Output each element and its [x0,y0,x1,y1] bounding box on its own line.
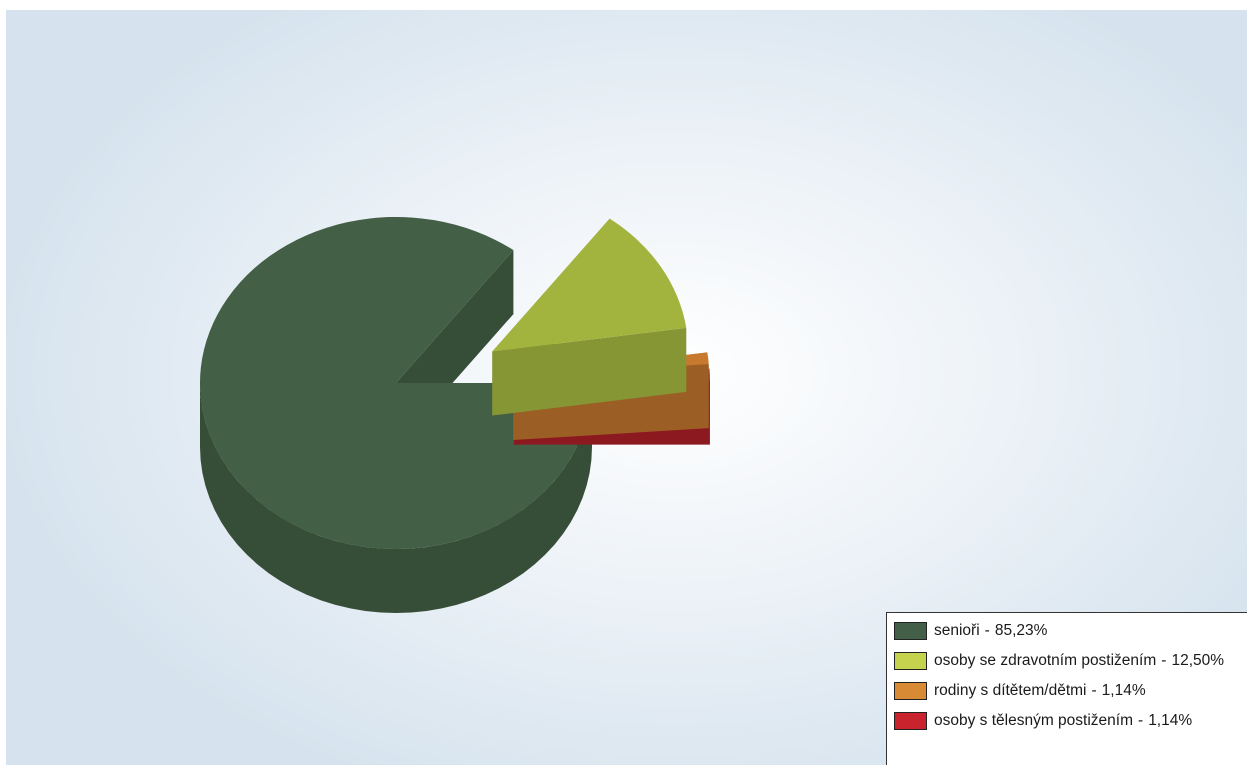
legend-value: 12,50% [1171,652,1225,669]
legend-item-zdravotni-postizeni: osoby se zdravotním postižením -12,50% [887,649,1247,679]
legend-swatch [894,622,927,640]
pie-slice-top [199,216,592,549]
legend-item-seniori: senioři -85,23% [887,619,1247,649]
legend-item-telesne-postizeni: osoby s tělesným postižením -1,14% [887,709,1247,739]
pie-slice-1 [492,218,687,416]
legend-swatch [894,652,927,670]
legend-value: 1,14% [1101,682,1146,699]
legend-label: osoby s tělesným postižením [934,712,1134,729]
pie-slice-wall [492,327,687,416]
legend-swatch [894,682,927,700]
pie-chart [199,216,710,613]
legend-label: senioři [934,622,980,639]
legend-item-rodiny-s-detmi: rodiny s dítětem/dětmi -1,14% [887,679,1247,709]
legend-value: 85,23% [994,622,1048,639]
chart-area: senioři -85,23% osoby se zdravotním posti… [6,10,1247,765]
pie-slice-top [492,218,687,352]
legend: senioři -85,23% osoby se zdravotním posti… [886,612,1247,765]
legend-swatch [894,712,927,730]
legend-value: 1,14% [1148,712,1193,729]
legend-label: rodiny s dítětem/dětmi [934,682,1087,699]
legend-label: osoby se zdravotním postižením [934,652,1157,669]
pie-slice-0 [199,216,592,613]
pie-slice-side [200,383,592,613]
